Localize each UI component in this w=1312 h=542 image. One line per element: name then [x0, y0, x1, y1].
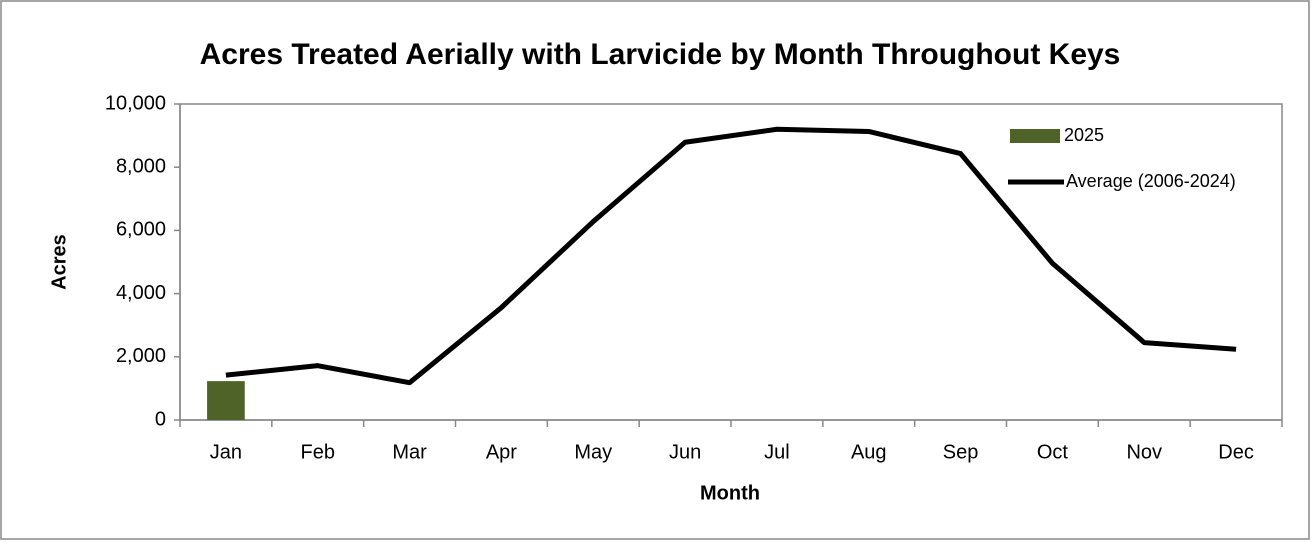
- y-tick-label: 2,000: [116, 345, 166, 367]
- x-tick-label: May: [574, 441, 612, 463]
- legend-swatch: [1010, 129, 1060, 143]
- chart-title: Acres Treated Aerially with Larvicide by…: [200, 38, 1121, 71]
- y-tick-label: 8,000: [116, 155, 166, 177]
- x-tick-label: Nov: [1126, 441, 1162, 463]
- x-tick-label: Dec: [1218, 441, 1254, 463]
- x-tick-label: Aug: [851, 441, 887, 463]
- x-tick-label: Jul: [764, 441, 790, 463]
- legend-label: Average (2006-2024): [1066, 171, 1236, 191]
- x-tick-label: Jun: [669, 441, 701, 463]
- y-tick-label: 0: [155, 408, 166, 430]
- x-axis-title: Month: [700, 482, 760, 504]
- y-axis-title: Acres: [48, 234, 70, 290]
- x-tick-label: Mar: [392, 441, 427, 463]
- y-tick-label: 4,000: [116, 282, 166, 304]
- bar: [207, 381, 245, 420]
- legend-label: 2025: [1064, 125, 1104, 145]
- y-tick-label: 10,000: [105, 92, 166, 114]
- x-tick-label: Feb: [301, 441, 335, 463]
- x-tick-label: Jan: [210, 441, 242, 463]
- x-tick-label: Sep: [943, 441, 979, 463]
- x-tick-label: Apr: [486, 441, 517, 463]
- x-tick-label: Oct: [1037, 441, 1069, 463]
- line: [225, 126, 1237, 386]
- y-tick-label: 6,000: [116, 219, 166, 241]
